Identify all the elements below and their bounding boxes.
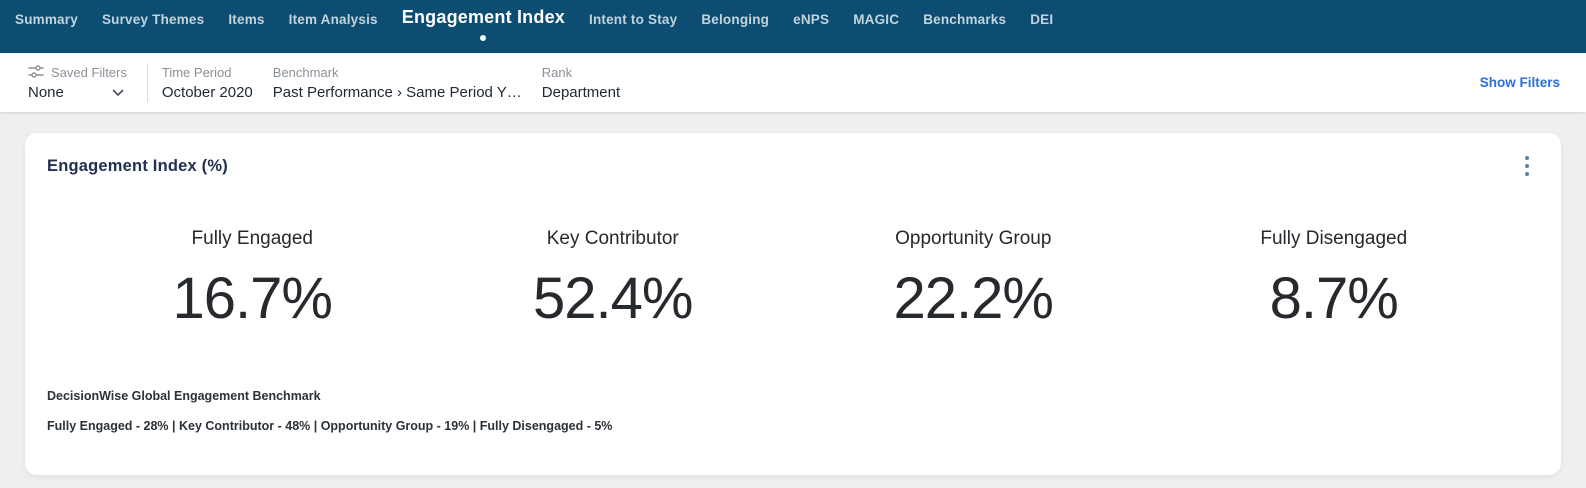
nav-tab-summary[interactable]: Summary	[15, 9, 78, 30]
metric-label: Key Contributor	[546, 228, 679, 249]
saved-filters-value: None	[28, 84, 64, 101]
kebab-menu-icon[interactable]	[1517, 152, 1537, 180]
benchmark-title: DecisionWise Global Engagement Benchmark	[47, 389, 321, 403]
metric-value: 8.7%	[1269, 266, 1399, 331]
card-header: Engagement Index (%)	[47, 133, 1539, 177]
top-nav: Summary Survey Themes Items Item Analysis En…	[0, 0, 1586, 53]
active-tab-indicator-dot	[480, 35, 487, 41]
saved-filters-group[interactable]: Saved Filters None	[28, 53, 127, 112]
filter-label: Time Period	[161, 64, 232, 80]
metric-label: Opportunity Group	[895, 228, 1052, 249]
saved-filters-label: Saved Filters	[51, 64, 127, 80]
nav-tab-label: Summary	[15, 12, 78, 27]
filter-group-time-period[interactable]: Time Period October 2020	[162, 53, 253, 112]
filter-group-benchmark[interactable]: Benchmark Past Performance › Same Period …	[273, 53, 522, 112]
nav-tab-engagement-index[interactable]: Engagement Index	[401, 7, 565, 41]
benchmark-note: DecisionWise Global Engagement Benchmark…	[47, 389, 1539, 434]
filter-value: October 2020	[161, 83, 253, 101]
nav-tab-belonging[interactable]: Belonging	[701, 9, 769, 30]
nav-tab-benchmarks[interactable]: Benchmarks	[923, 9, 1006, 30]
kebab-dot	[1525, 156, 1529, 160]
nav-tab-label: Intent to Stay	[589, 12, 678, 27]
nav-tab-label: Survey Themes	[101, 12, 205, 27]
show-filters-link[interactable]: Show Filters	[1479, 75, 1560, 90]
metric-key-contributor: Key Contributor 52.4%	[433, 227, 794, 331]
nav-tab-label: DEI	[1030, 12, 1054, 27]
chevron-down-icon	[112, 89, 124, 96]
saved-filters-header: Saved Filters	[28, 64, 127, 80]
nav-tab-label: eNPS	[793, 12, 830, 27]
metric-fully-engaged: Fully Engaged 16.7%	[72, 227, 433, 331]
engagement-index-card: Engagement Index (%) Fully Engaged 16.7% K…	[25, 133, 1561, 475]
nav-tab-magic[interactable]: MAGIC	[853, 9, 899, 30]
metric-value: 52.4%	[533, 266, 693, 331]
metric-label: Fully Engaged	[191, 228, 313, 249]
filter-label: Rank	[541, 64, 573, 80]
nav-tab-dei[interactable]: DEI	[1030, 9, 1053, 30]
nav-tab-label: Engagement Index	[401, 7, 565, 27]
metric-value: 22.2%	[893, 266, 1054, 331]
nav-tab-survey-themes[interactable]: Survey Themes	[102, 9, 204, 30]
metric-fully-disengaged: Fully Disengaged 8.7%	[1154, 227, 1515, 331]
filter-value: Department	[541, 83, 621, 101]
metrics-row: Fully Engaged 16.7% Key Contributor 52.4% Op…	[47, 227, 1539, 331]
filter-groups: Time Period October 2020 Benchmark Past Per…	[162, 53, 640, 112]
sliders-icon	[28, 65, 44, 78]
saved-filters-dropdown[interactable]: None	[28, 84, 124, 101]
filter-group-rank[interactable]: Rank Department	[542, 53, 620, 112]
filter-value: Past Performance › Same Period Y…	[272, 83, 522, 101]
card-title: Engagement Index (%)	[47, 156, 228, 175]
kebab-dot	[1525, 172, 1529, 176]
nav-tab-intent-to-stay[interactable]: Intent to Stay	[589, 9, 677, 30]
nav-tab-label: Benchmarks	[923, 12, 1007, 27]
metric-label: Fully Disengaged	[1260, 228, 1408, 249]
nav-tab-label: Item Analysis	[288, 12, 378, 27]
metric-value: 16.7%	[172, 266, 333, 331]
filter-bar: Saved Filters None Time Period October 20…	[0, 53, 1586, 112]
filter-bar-divider	[146, 63, 148, 102]
metric-opportunity-group: Opportunity Group 22.2%	[793, 227, 1154, 331]
nav-tab-item-analysis[interactable]: Item Analysis	[289, 9, 378, 30]
nav-tab-label: Belonging	[701, 12, 770, 27]
nav-tab-items[interactable]: Items	[228, 9, 264, 30]
kebab-dot	[1525, 164, 1529, 168]
nav-tab-label: MAGIC	[853, 12, 900, 27]
benchmark-detail: Fully Engaged - 28% | Key Contributor - …	[47, 419, 613, 433]
filter-label: Benchmark	[272, 64, 339, 80]
nav-tab-enps[interactable]: eNPS	[793, 9, 829, 30]
nav-tab-label: Items	[228, 12, 265, 27]
